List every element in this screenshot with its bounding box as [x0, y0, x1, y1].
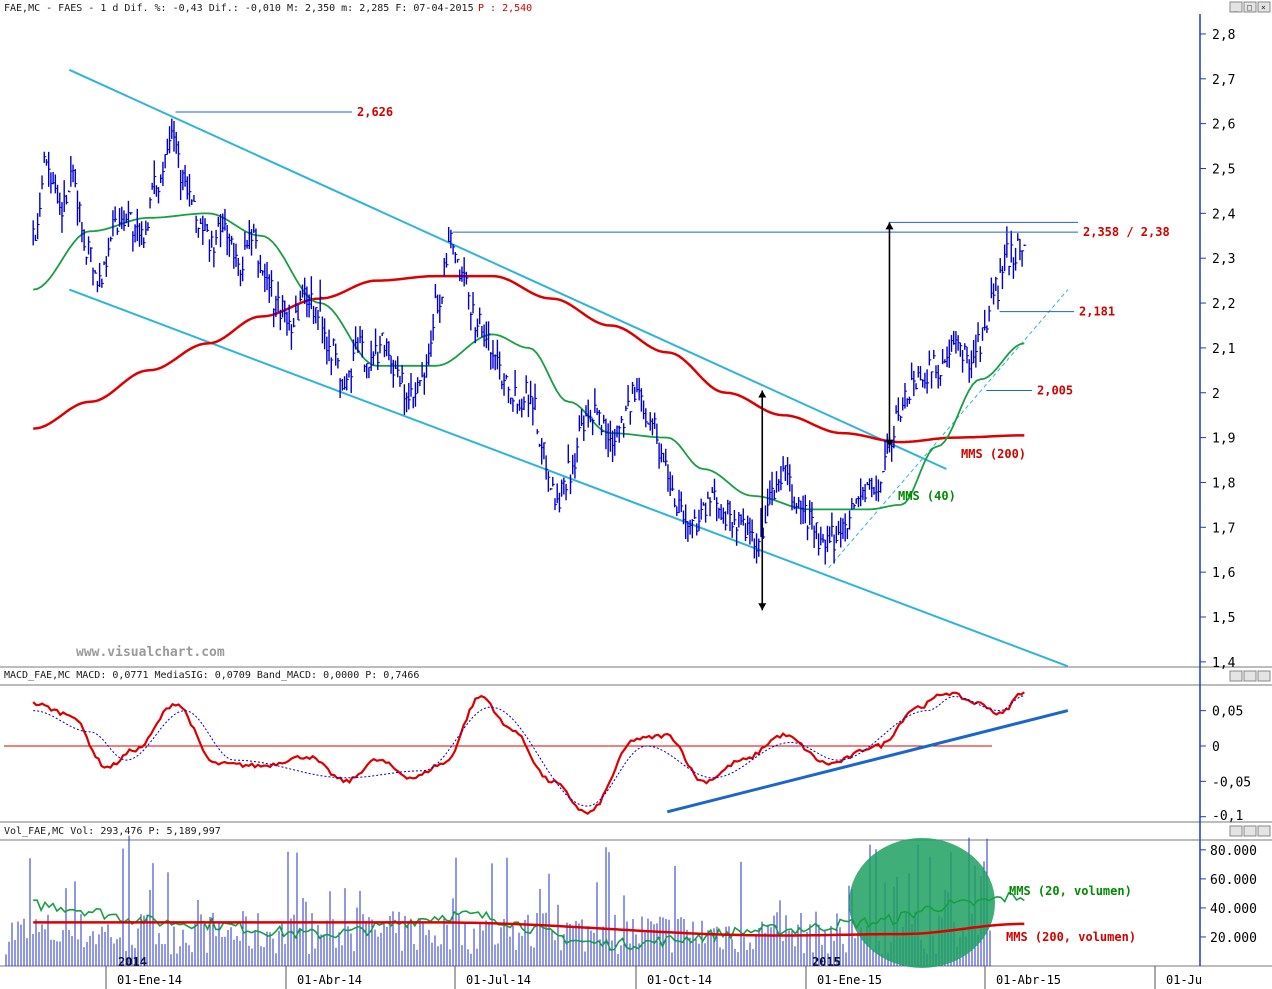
mms40-line: [33, 212, 1025, 511]
macd-trendline: [666, 709, 1069, 814]
watermark: www.visualchart.com: [76, 645, 225, 660]
macd-tick-label: 0: [1212, 740, 1220, 755]
volume-tick-label: 60.000: [1210, 873, 1257, 888]
x-tick-label: 01-Ju: [1166, 973, 1202, 987]
volume-averages: [33, 891, 1025, 951]
channel-upper-line: [68, 68, 947, 470]
macd-tick-label: 0,05: [1212, 705, 1243, 720]
vol-mms20-label: MMS (20, volumen): [1009, 884, 1132, 898]
channel-lower-line: [68, 288, 1069, 668]
price-tick-label: 2,5: [1212, 163, 1235, 178]
volume-tick-label: 20.000: [1210, 931, 1257, 946]
vol-mms200-label: MMS (200, volumen): [1006, 930, 1136, 944]
x-tick-label: 01-Ene-14: [117, 973, 182, 987]
macd-header: MACD_FAE,MC MACD: 0,0771 MediaSIG: 0,070…: [4, 670, 419, 681]
volume-mms20-line: [33, 891, 1025, 951]
macd-line: [32, 691, 1025, 816]
macd-panel: [4, 691, 1069, 816]
price-y-axis: 2,8 2,7 2,6 2,5 2,4 2,3 2,2 2,1 2 1,9 1,8 1,7 1,6 1,5…: [1200, 28, 1236, 671]
measure-arrowhead: [758, 390, 767, 398]
mms40-label: MMS (40): [898, 489, 956, 503]
price-header: FAE,MC - FAES - 1 d Dif. %: -0,43 Dif.: …: [4, 3, 474, 14]
price-tick-label: 2,7: [1212, 73, 1235, 88]
volume-panel-window-buttons[interactable]: [1229, 825, 1271, 837]
x-tick-label: 01-Ene-15: [817, 973, 882, 987]
level-label: 2,005: [1037, 384, 1073, 398]
price-tick-label: 2: [1212, 387, 1220, 402]
mms200-line: [33, 274, 1025, 444]
x-tick-label: 01-Abr-15: [996, 973, 1061, 987]
price-tick-label: 2,2: [1212, 297, 1235, 312]
minimize-icon[interactable]: _: [1233, 3, 1238, 12]
volume-header: Vol_FAE,MC Vol: 293,476 P: 5,189,997: [4, 826, 221, 837]
level-label: 2,358 / 2,38: [1083, 225, 1170, 239]
volume-highlight-ellipse: [849, 838, 995, 968]
volume-mms200-line: [33, 921, 1025, 937]
x-tick-label: 01-Jul-14: [466, 973, 531, 987]
volume-y-axis: 80.000 60.000 40.000 20.000: [1200, 844, 1257, 946]
price-header-p: P : 2,540: [478, 3, 532, 14]
macd-signal-line: [33, 695, 1025, 807]
price-tick-label: 1,6: [1212, 566, 1235, 581]
macd-y-axis: 0,05 0 -0,05 -0,1: [1200, 705, 1251, 824]
macd-tick-label: -0,1: [1212, 809, 1243, 824]
price-tick-label: 1,7: [1212, 521, 1235, 536]
price-tick-label: 2,1: [1212, 342, 1235, 357]
volume-tick-label: 40.000: [1210, 902, 1257, 917]
panel-frames: [0, 14, 1272, 967]
maximize-icon[interactable]: □: [1247, 3, 1252, 12]
price-tick-label: 2,6: [1212, 118, 1235, 133]
x-tick-label: 01-Oct-14: [647, 973, 712, 987]
mms200-label: MMS (200): [961, 447, 1026, 461]
price-panel: 2,626 2,358 / 2,38 2,181 2,005: [32, 68, 1170, 668]
close-icon[interactable]: ×: [1261, 3, 1266, 12]
support-trendline: [828, 289, 1069, 569]
volume-panel: [5, 835, 991, 966]
volume-tick-label: 80.000: [1210, 844, 1257, 859]
measure-arrowhead: [885, 439, 894, 447]
price-tick-label: 1,8: [1212, 476, 1235, 491]
level-label: 2,181: [1079, 305, 1115, 319]
date-x-axis: 01-Ene-14 01-Abr-14 01-Jul-14 01-Oct-14 01-E…: [105, 955, 1202, 989]
level-label: 2,626: [357, 105, 393, 119]
measure-arrowhead: [885, 222, 894, 230]
price-tick-label: 2,3: [1212, 252, 1235, 267]
price-tick-label: 1,9: [1212, 432, 1235, 447]
price-tick-label: 1,4: [1212, 656, 1236, 671]
price-tick-label: 2,4: [1212, 207, 1236, 222]
price-panel-window-buttons[interactable]: _ □ ×: [1229, 1, 1271, 13]
x-tick-label: 01-Abr-14: [297, 973, 362, 987]
macd-tick-label: -0,05: [1212, 775, 1251, 790]
price-tick-label: 1,5: [1212, 611, 1235, 626]
measure-arrowhead: [758, 603, 767, 611]
macd-panel-window-buttons[interactable]: [1229, 670, 1271, 682]
price-tick-label: 2,8: [1212, 28, 1235, 43]
